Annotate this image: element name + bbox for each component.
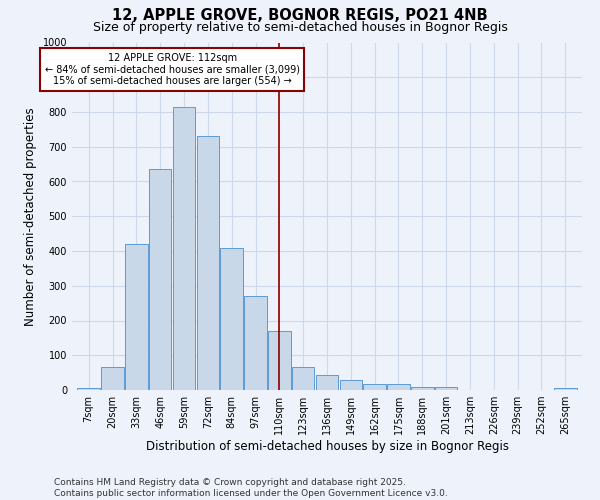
Bar (244, 296, 267, 390)
Bar (411, 386, 434, 390)
Text: Contains HM Land Registry data © Crown copyright and database right 2025.
Contai: Contains HM Land Registry data © Crown c… (54, 478, 448, 498)
Bar (268, 331, 290, 390)
Bar (340, 380, 362, 390)
Bar (387, 384, 410, 390)
Text: Size of property relative to semi-detached houses in Bognor Regis: Size of property relative to semi-detach… (92, 21, 508, 34)
Bar (435, 386, 457, 390)
Y-axis label: Number of semi-detached properties: Number of semi-detached properties (24, 107, 37, 326)
Bar (316, 376, 338, 390)
Bar (149, 170, 172, 390)
Bar (77, 388, 100, 390)
Bar (554, 388, 577, 390)
X-axis label: Distribution of semi-detached houses by size in Bognor Regis: Distribution of semi-detached houses by … (146, 440, 509, 453)
Text: 12, APPLE GROVE, BOGNOR REGIS, PO21 4NB: 12, APPLE GROVE, BOGNOR REGIS, PO21 4NB (112, 8, 488, 22)
Bar (125, 244, 148, 390)
Bar (173, 107, 196, 390)
Bar (292, 368, 314, 390)
Bar (220, 248, 243, 390)
Bar (364, 384, 386, 390)
Bar (101, 368, 124, 390)
Bar (197, 136, 219, 390)
Text: 12 APPLE GROVE: 112sqm
← 84% of semi-detached houses are smaller (3,099)
15% of : 12 APPLE GROVE: 112sqm ← 84% of semi-det… (44, 53, 299, 86)
